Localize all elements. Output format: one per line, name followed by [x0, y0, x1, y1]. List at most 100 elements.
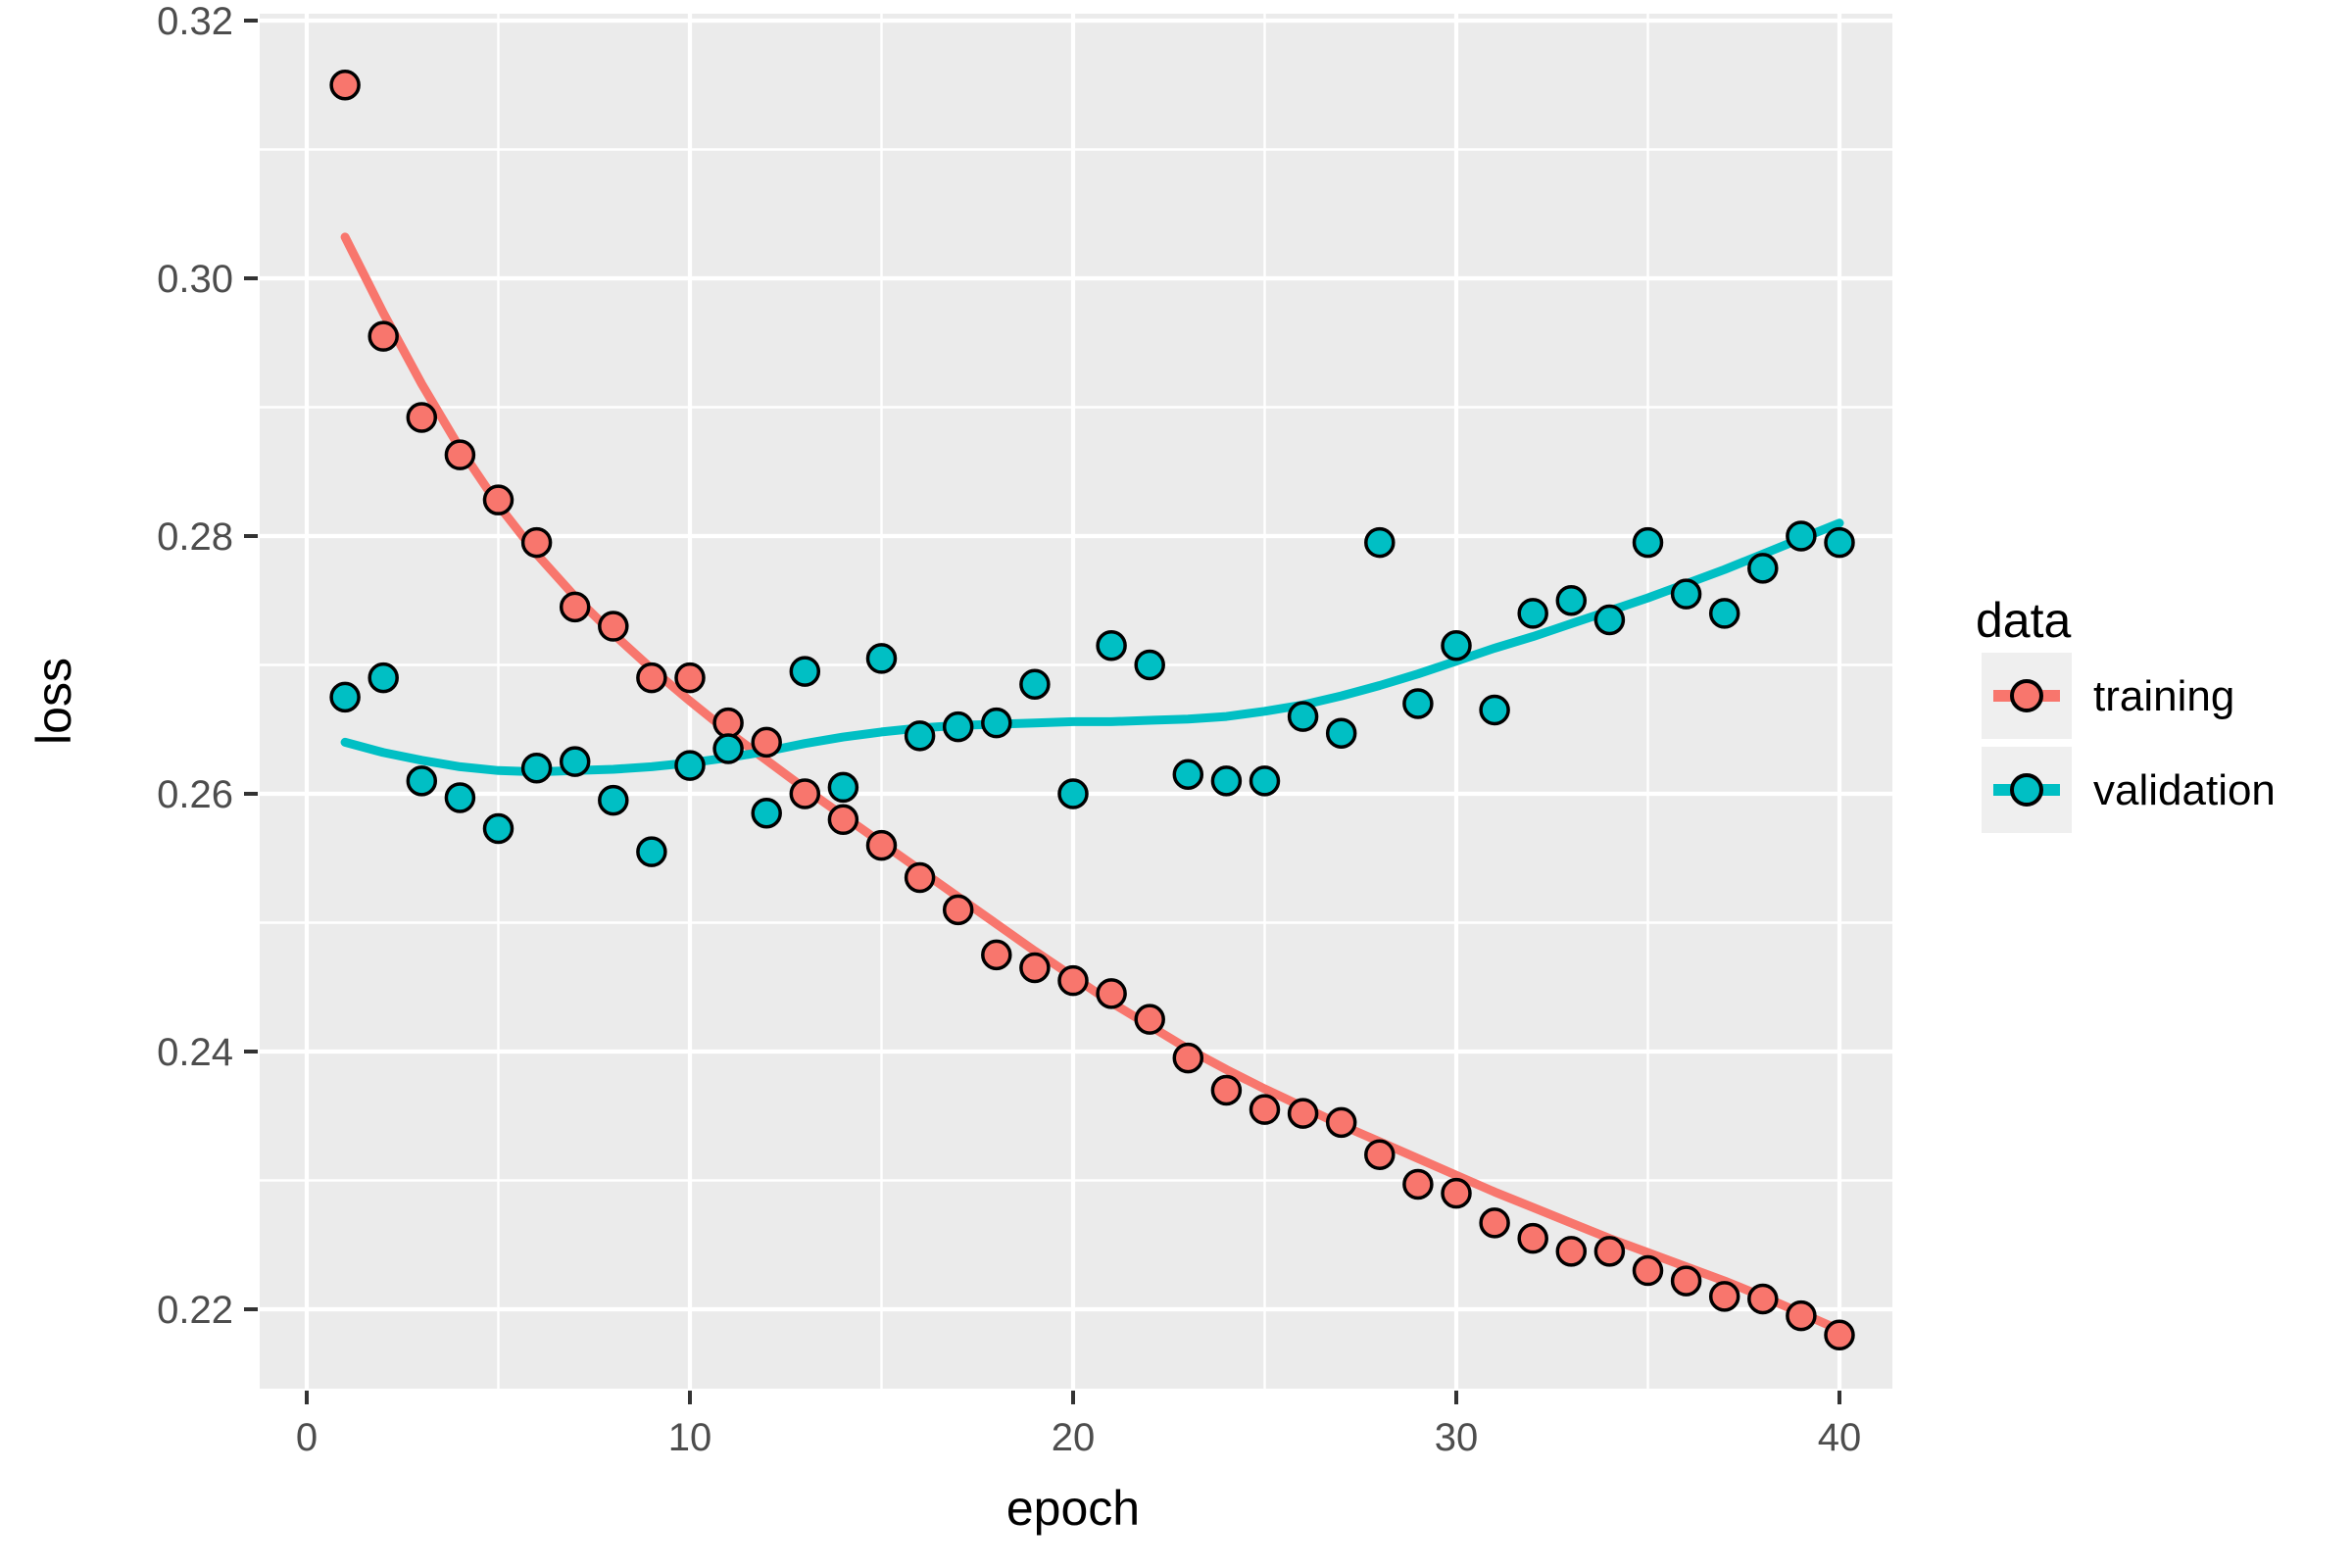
training-point	[827, 804, 859, 836]
validation-point	[789, 656, 821, 687]
validation-point	[1670, 578, 1702, 610]
validation-point	[598, 784, 629, 816]
training-points	[329, 70, 1855, 1351]
training-point	[674, 662, 706, 694]
validation-point	[1402, 688, 1434, 719]
validation-points	[329, 520, 1855, 867]
validation-point	[1708, 598, 1740, 629]
y-axis-title: loss	[26, 658, 81, 745]
training-point	[482, 484, 514, 515]
training-point	[406, 402, 438, 433]
training-point	[1441, 1177, 1472, 1209]
validation-point	[1593, 604, 1626, 636]
validation-point	[636, 836, 667, 867]
validation-point	[368, 662, 399, 694]
training-point	[1096, 978, 1127, 1009]
validation-point	[1555, 585, 1588, 616]
legend-item-training: training	[1982, 653, 2234, 739]
tick-marks	[244, 19, 1841, 1404]
y-tick-label: 0.32	[157, 0, 233, 43]
legend-item-label: validation	[2093, 766, 2276, 814]
x-tick-label: 10	[668, 1416, 712, 1459]
validation-point	[520, 752, 553, 784]
training-point	[1172, 1042, 1204, 1074]
training-point	[559, 591, 591, 623]
training-point	[904, 861, 936, 894]
legend-key-point	[2010, 679, 2043, 712]
minor-gridlines	[260, 14, 1892, 1389]
training-point	[598, 611, 629, 642]
training-point	[1210, 1074, 1243, 1106]
training-point	[329, 70, 361, 101]
validation-point	[981, 707, 1012, 739]
validation-point	[1517, 598, 1548, 629]
training-point	[1670, 1265, 1702, 1297]
training-point	[865, 829, 898, 861]
validation-point	[1134, 649, 1165, 681]
y-tick-label: 0.26	[157, 773, 233, 816]
plot-panel	[260, 14, 1892, 1389]
training-point	[1134, 1004, 1165, 1035]
y-tick-label: 0.28	[157, 515, 233, 559]
training-point	[1555, 1236, 1588, 1267]
y-tick-label: 0.22	[157, 1289, 233, 1332]
x-tick-label: 30	[1435, 1416, 1479, 1459]
training-point	[1479, 1207, 1510, 1239]
validation-point	[444, 782, 476, 813]
validation-point	[1325, 717, 1357, 749]
validation-point	[827, 771, 859, 804]
validation-smooth-line	[340, 518, 1844, 777]
training-point	[751, 726, 782, 759]
validation-point	[482, 812, 514, 845]
legend-item-label: training	[2093, 672, 2234, 720]
legend-item-validation: validation	[1982, 747, 2276, 833]
validation-point	[904, 720, 936, 752]
validation-point	[1019, 668, 1051, 700]
legend-title: data	[1976, 593, 2072, 648]
validation-point	[712, 733, 744, 764]
training-point	[1747, 1283, 1779, 1315]
validation-point	[406, 765, 438, 797]
validation-point	[865, 643, 898, 674]
training-point	[1632, 1254, 1664, 1287]
validation-point	[329, 681, 361, 713]
x-tick-label: 0	[296, 1416, 318, 1459]
training-point	[981, 939, 1012, 971]
training-point	[368, 320, 399, 352]
x-tick-labels: 0 10 20 30 40	[296, 1416, 1861, 1459]
training-smooth-line	[340, 232, 1844, 1335]
validation-point	[674, 750, 706, 781]
training-point	[636, 662, 667, 694]
training-point	[1786, 1299, 1817, 1332]
validation-point	[1441, 630, 1472, 662]
training-point	[1517, 1222, 1548, 1254]
validation-point	[1364, 526, 1396, 559]
y-tick-labels: 0.32 0.30 0.28 0.26 0.24 0.22	[157, 0, 233, 1332]
y-tick-label: 0.30	[157, 258, 233, 301]
training-point	[1019, 952, 1051, 984]
validation-point	[1210, 765, 1243, 797]
major-gridlines	[260, 14, 1892, 1389]
validation-point	[559, 746, 591, 777]
validation-point	[1057, 778, 1089, 809]
x-tick-label: 20	[1052, 1416, 1096, 1459]
training-point	[789, 778, 821, 809]
legend-key-point	[2010, 773, 2043, 807]
training-point	[1287, 1098, 1319, 1129]
validation-point	[1249, 765, 1281, 797]
validation-point	[1747, 553, 1779, 584]
training-point	[1364, 1139, 1396, 1170]
validation-point	[1786, 520, 1817, 552]
training-point	[1402, 1168, 1434, 1200]
training-point	[942, 894, 974, 926]
training-point	[1057, 964, 1089, 997]
training-point	[1824, 1319, 1855, 1351]
training-point	[712, 707, 744, 739]
validation-point	[1479, 694, 1510, 726]
validation-point	[1287, 701, 1319, 732]
x-tick-label: 40	[1818, 1416, 1862, 1459]
validation-point	[1632, 526, 1664, 559]
validation-point	[942, 710, 974, 743]
